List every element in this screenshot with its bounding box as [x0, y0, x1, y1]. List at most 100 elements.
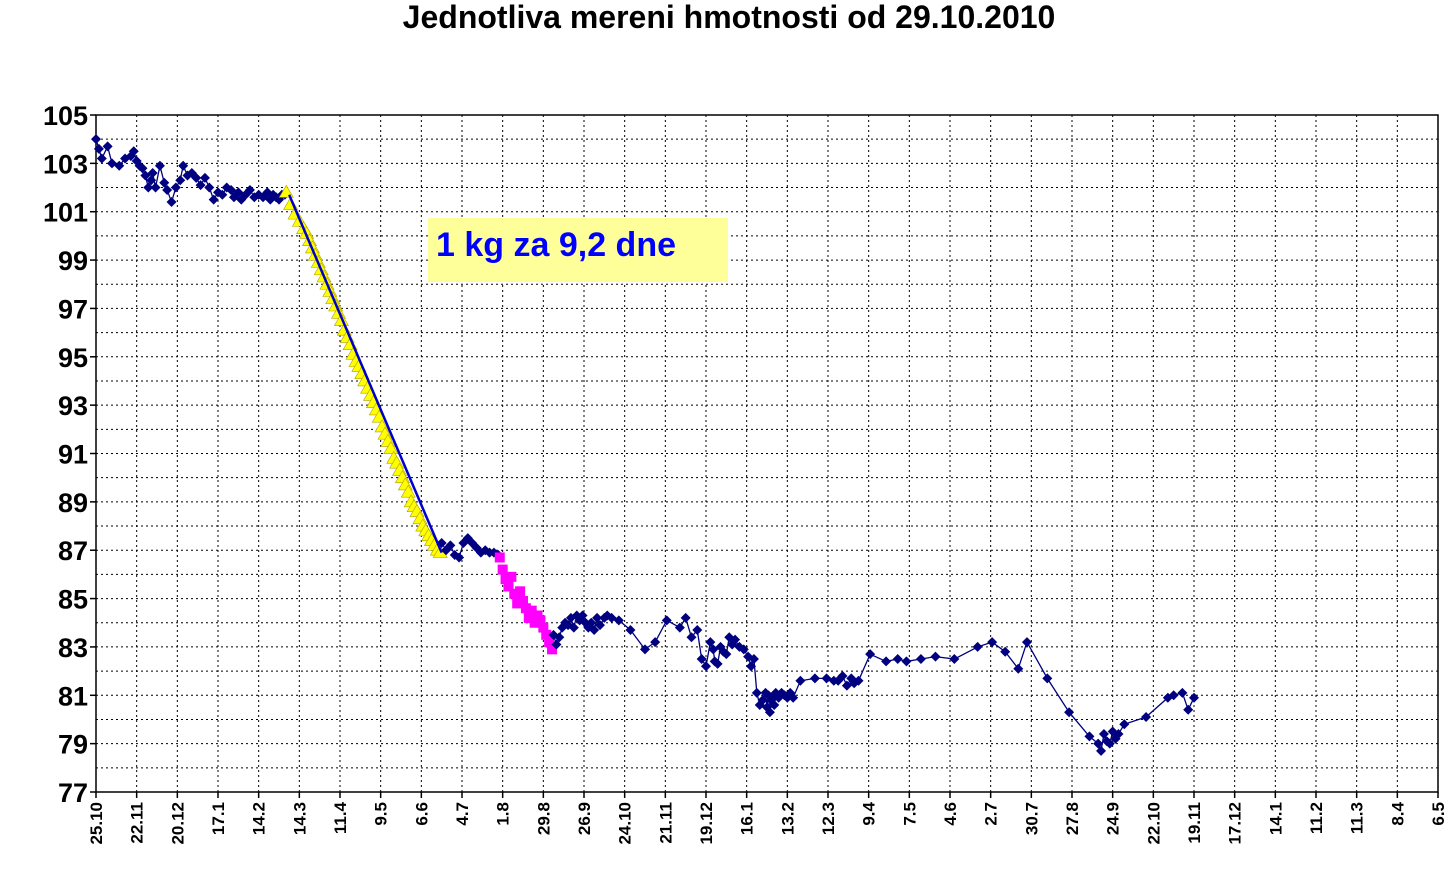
data-point: [541, 629, 552, 640]
x-tick-label: 2.7: [982, 802, 1001, 826]
data-point: [1042, 673, 1053, 684]
data-point: [208, 194, 219, 205]
y-tick-label: 103: [43, 149, 88, 179]
x-tick-label: 19.11: [1185, 802, 1204, 844]
data-point: [987, 637, 998, 648]
data-point: [150, 182, 161, 193]
y-tick-label: 97: [58, 294, 88, 324]
data-point: [175, 175, 186, 186]
data-point: [751, 687, 762, 698]
x-tick-label: 24.9: [1104, 802, 1123, 835]
data-point: [1093, 738, 1104, 749]
data-point: [128, 146, 139, 157]
data-point: [204, 182, 215, 193]
x-tick-label: 21.11: [656, 802, 675, 844]
x-tick-label: 14.3: [290, 802, 309, 835]
data-point: [137, 163, 148, 174]
data-point: [515, 586, 526, 597]
data-point: [705, 637, 716, 648]
y-tick-label: 105: [43, 101, 88, 131]
x-tick-label: 30.7: [1022, 802, 1041, 835]
data-point: [199, 172, 210, 183]
data-point: [1000, 646, 1011, 657]
y-tick-label: 87: [58, 536, 88, 566]
x-tick-label: 13.2: [778, 802, 797, 835]
data-point: [217, 189, 228, 200]
annotation-text: 1 kg za 9,2 dne: [436, 226, 676, 264]
data-point: [154, 160, 165, 171]
data-point: [730, 634, 741, 645]
x-tick-label: 14.2: [250, 802, 269, 835]
y-tick-label: 95: [58, 343, 88, 373]
data-point: [544, 637, 555, 648]
data-point: [166, 197, 177, 208]
y-tick-label: 91: [58, 440, 88, 470]
data-point: [1183, 704, 1194, 715]
data-point: [686, 632, 697, 643]
data-point: [661, 615, 672, 626]
data-point: [680, 612, 691, 623]
data-point: [400, 484, 416, 498]
data-point: [170, 182, 181, 193]
data-point: [746, 661, 757, 672]
y-tick-label: 81: [58, 681, 88, 711]
x-tick-label: 11.3: [1348, 802, 1367, 834]
data-point: [764, 707, 775, 718]
y-tick-label: 79: [58, 730, 88, 760]
data-point: [865, 649, 876, 660]
data-point: [547, 644, 558, 655]
data-point: [1084, 731, 1095, 742]
data-point: [577, 610, 588, 621]
data-point: [881, 656, 892, 667]
chart-title: Jednotliva mereni hmotnosti od 29.10.201…: [403, 0, 1056, 35]
data-point: [93, 143, 104, 154]
data-point: [494, 552, 505, 563]
x-tick-label: 6.6: [412, 802, 431, 826]
x-tick-label: 8.4: [1388, 801, 1407, 825]
data-point: [972, 641, 983, 652]
y-tick-label: 83: [58, 633, 88, 663]
data-point: [1168, 690, 1179, 701]
y-tick-label: 89: [58, 488, 88, 518]
x-tick-label: 9.4: [860, 801, 879, 825]
grid: [96, 115, 1438, 792]
data-point: [930, 651, 941, 662]
x-tick-label: 1.8: [494, 802, 513, 826]
data-point: [143, 182, 154, 193]
data-point: [1177, 687, 1188, 698]
data-point: [592, 612, 603, 623]
data-point: [538, 622, 549, 633]
x-tick-label: 4.6: [941, 802, 960, 826]
data-point: [640, 644, 650, 655]
x-tick-label: 7.5: [900, 802, 919, 826]
data-point: [497, 564, 508, 575]
data-point: [96, 153, 107, 164]
data-point: [650, 637, 661, 648]
data-point: [586, 617, 597, 628]
x-tick-label: 27.8: [1063, 802, 1082, 835]
y-tick-label: 93: [58, 391, 88, 421]
data-point: [613, 615, 624, 626]
data-point: [769, 699, 780, 710]
data-point: [712, 658, 723, 669]
data-point: [915, 654, 926, 665]
data-point: [594, 620, 605, 631]
x-tick-label: 20.12: [168, 802, 187, 845]
data-point: [901, 656, 912, 667]
data-point: [721, 649, 732, 660]
data-point: [551, 639, 562, 650]
data-point: [147, 168, 158, 179]
data-point: [445, 540, 456, 551]
data-point: [526, 605, 537, 616]
data-point: [1113, 728, 1124, 739]
data-point: [738, 644, 749, 655]
data-point: [146, 175, 157, 186]
x-tick-label: 26.9: [575, 802, 594, 835]
data-point: [788, 692, 799, 703]
data-point: [701, 661, 711, 672]
data-point: [523, 612, 534, 623]
x-tick-label: 12.3: [819, 802, 838, 835]
series-3: [494, 552, 558, 655]
